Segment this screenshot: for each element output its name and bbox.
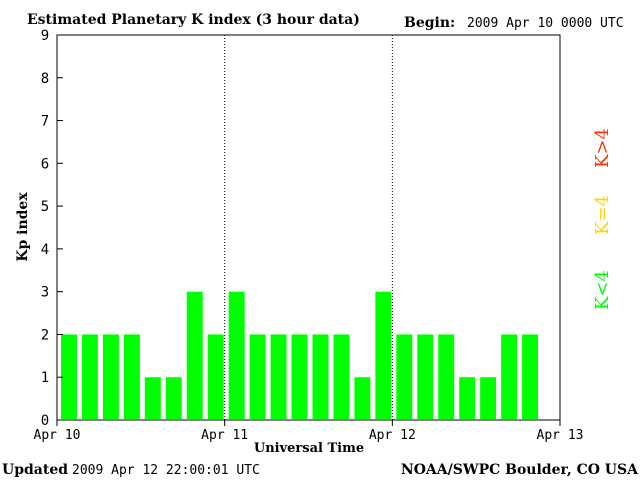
kp-bar bbox=[354, 377, 371, 419]
legend: K<4 K=4 K>4 bbox=[592, 128, 613, 310]
kp-bar bbox=[501, 334, 518, 419]
begin-value: 2009 Apr 10 0000 UTC bbox=[467, 16, 624, 31]
legend-item: K<4 bbox=[592, 270, 613, 310]
day-separators bbox=[224, 35, 393, 420]
y-tick-label: 0 bbox=[41, 413, 49, 429]
kp-bar bbox=[228, 291, 245, 419]
kp-bar bbox=[123, 334, 140, 419]
y-tick-label: 3 bbox=[41, 285, 49, 301]
kp-bar bbox=[102, 334, 119, 419]
x-tick-label: Apr 10 bbox=[34, 428, 81, 443]
kp-bar bbox=[270, 334, 287, 419]
chart-title: Estimated Planetary K index (3 hour data… bbox=[27, 12, 360, 28]
begin-label: Begin: bbox=[404, 15, 455, 31]
y-tick-label: 1 bbox=[41, 370, 49, 386]
kp-bar bbox=[144, 377, 161, 419]
kp-bar bbox=[291, 334, 308, 419]
plot-frame bbox=[56, 34, 561, 421]
kp-bar bbox=[312, 334, 329, 419]
kp-bar bbox=[459, 377, 476, 419]
kp-bar bbox=[81, 334, 98, 419]
x-tick-label: Apr 13 bbox=[537, 428, 584, 443]
y-axis-label: Kp index bbox=[15, 192, 31, 262]
y-tick-label: 4 bbox=[41, 242, 49, 258]
x-axis: Apr 10 Apr 11 Apr 12 Apr 13 bbox=[34, 420, 584, 443]
legend-item: K=4 bbox=[592, 195, 613, 235]
x-tick-label: Apr 11 bbox=[201, 428, 248, 443]
kp-bar bbox=[61, 334, 77, 419]
x-tick-label: Apr 12 bbox=[369, 428, 416, 443]
y-tick-label: 2 bbox=[41, 327, 49, 343]
y-tick-label: 5 bbox=[41, 199, 49, 215]
kp-bar bbox=[396, 334, 413, 419]
kp-bar bbox=[417, 334, 434, 419]
y-axis: 0 1 2 3 4 5 6 7 8 9 bbox=[41, 28, 63, 429]
y-tick-label: 9 bbox=[41, 28, 49, 44]
kp-bar bbox=[522, 334, 539, 419]
bars bbox=[61, 291, 539, 419]
kp-bar bbox=[249, 334, 266, 419]
source-credit: NOAA/SWPC Boulder, CO USA bbox=[401, 462, 639, 478]
y-tick-label: 8 bbox=[41, 71, 49, 87]
kp-bar bbox=[480, 377, 497, 419]
kp-bar bbox=[375, 291, 392, 419]
kp-bar bbox=[186, 291, 203, 419]
updated-value: 2009 Apr 12 22:00:01 UTC bbox=[72, 463, 260, 478]
y-tick-label: 6 bbox=[41, 156, 49, 172]
kp-bar bbox=[165, 377, 182, 419]
legend-item: K>4 bbox=[592, 128, 613, 168]
updated-label: Updated bbox=[2, 462, 68, 478]
y-tick-label: 7 bbox=[41, 114, 49, 130]
kp-bar bbox=[438, 334, 455, 419]
x-axis-label: Universal Time bbox=[254, 441, 364, 456]
kp-bar bbox=[333, 334, 350, 419]
kp-bar bbox=[207, 334, 224, 419]
